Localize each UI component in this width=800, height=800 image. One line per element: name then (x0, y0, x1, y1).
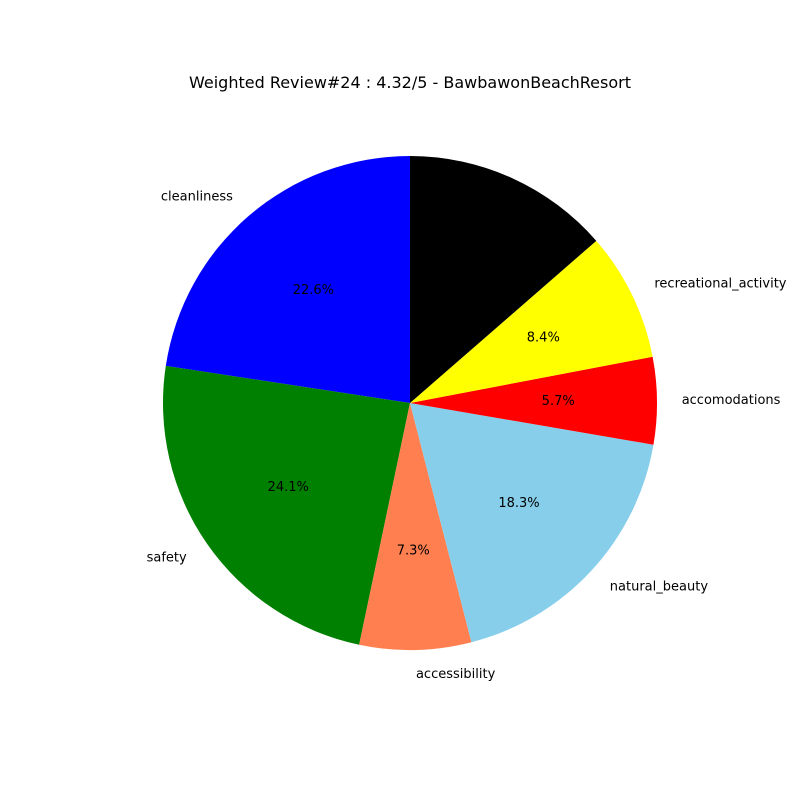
pie-slice-recreational_activity (410, 240, 653, 403)
pie-slice-safety (163, 365, 410, 645)
slice-category-label: accessibility (416, 667, 496, 682)
slice-percent-label: 8.4% (527, 331, 560, 346)
pie-slice-natural_beauty (410, 403, 654, 643)
chart-title: Weighted Review#24 : 4.32/5 - BawbawonBe… (189, 73, 631, 92)
slice-percent-label: 5.7% (542, 394, 575, 409)
pie-slice-accessibility (359, 403, 472, 651)
slice-percent-label: 18.3% (498, 496, 539, 511)
pie-slice-accomodations (410, 356, 657, 445)
slice-category-label: natural_beauty (610, 580, 709, 595)
pie-slice-cleanliness (165, 156, 410, 403)
pie-labels: 22.6% cleanliness 24.1% safety 7.3% accessibi… (147, 189, 787, 682)
slice-percent-label: 24.1% (268, 480, 309, 495)
slice-category-label: recreational_activity (654, 277, 786, 292)
slice-percent-label: 22.6% (293, 283, 334, 298)
slice-category-label: cleanliness (161, 189, 233, 204)
slice-percent-label: 7.3% (397, 544, 430, 559)
pie-slices (163, 156, 657, 651)
slice-category-label: safety (147, 550, 187, 565)
pie-slice-unlabeled (410, 156, 597, 403)
slice-category-label: accomodations (682, 393, 781, 408)
